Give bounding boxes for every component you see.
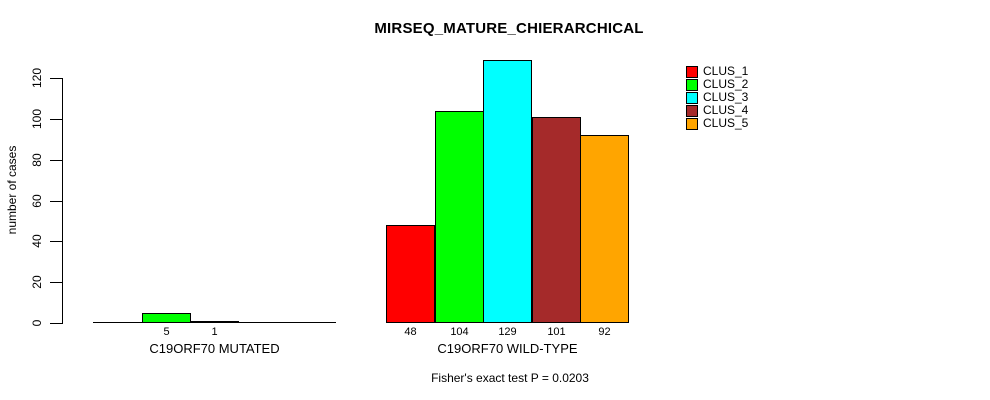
y-axis-tick-label: 100 [30,108,44,130]
legend-item: CLUS_4 [686,104,748,117]
y-axis-tick-label: 0 [30,319,44,327]
y-axis-tick [50,78,62,79]
y-axis-tick [50,119,62,120]
subtitle: Fisher's exact test P = 0.0203 [431,371,589,385]
legend-item: CLUS_5 [686,117,748,130]
legend-label: CLUS_5 [703,116,749,130]
bar-value-label: 48 [404,326,417,338]
bar-value-label: 1 [211,326,218,338]
bar-clus_1-group2 [386,225,435,323]
bar-value-label: 5 [163,326,170,338]
y-axis-tick-label: 60 [30,194,44,208]
legend-item: CLUS_1 [686,65,748,78]
bar-clus_5-group2 [580,135,629,323]
y-axis-line [62,78,63,324]
legend-label: CLUS_2 [703,77,749,91]
bar-value-label: 104 [450,326,469,338]
bar-value-label: 129 [498,326,517,338]
bar-clus_2-group1 [142,313,191,323]
bar-clus_3-group1 [190,321,239,323]
bar-clus_4-group2 [532,117,581,323]
legend-label: CLUS_4 [703,103,749,117]
legend-item: CLUS_2 [686,78,748,91]
legend-swatch-clus_4 [686,104,698,117]
legend-label: CLUS_3 [703,90,749,104]
legend-swatch-clus_5 [686,117,698,130]
y-axis-tick [50,201,62,202]
chart-title: MIRSEQ_MATURE_CHIERARCHICAL [374,20,644,37]
bar-clus_2-group2 [435,111,484,323]
y-axis-tick-label: 40 [30,234,44,248]
y-axis-tick-label: 120 [30,67,44,89]
legend-swatch-clus_1 [686,65,698,78]
y-axis-tick [50,323,62,324]
legend-swatch-clus_2 [686,78,698,91]
group-label: C19ORF70 MUTATED [149,341,280,356]
group-label: C19ORF70 WILD-TYPE [437,341,578,356]
bar-clus_3-group2 [483,60,532,323]
y-axis-tick-label: 80 [30,153,44,167]
y-axis-tick [50,282,62,283]
y-axis-tick-label: 20 [30,275,44,289]
legend-swatch-clus_3 [686,91,698,104]
legend: CLUS_1 CLUS_2 CLUS_3 CLUS_4 CLUS_5 [686,65,748,130]
bar-value-label: 101 [547,326,566,338]
legend-label: CLUS_1 [703,64,749,78]
bar-value-label: 92 [598,326,611,338]
legend-item: CLUS_3 [686,91,748,104]
y-axis-tick [50,160,62,161]
y-axis-tick [50,241,62,242]
